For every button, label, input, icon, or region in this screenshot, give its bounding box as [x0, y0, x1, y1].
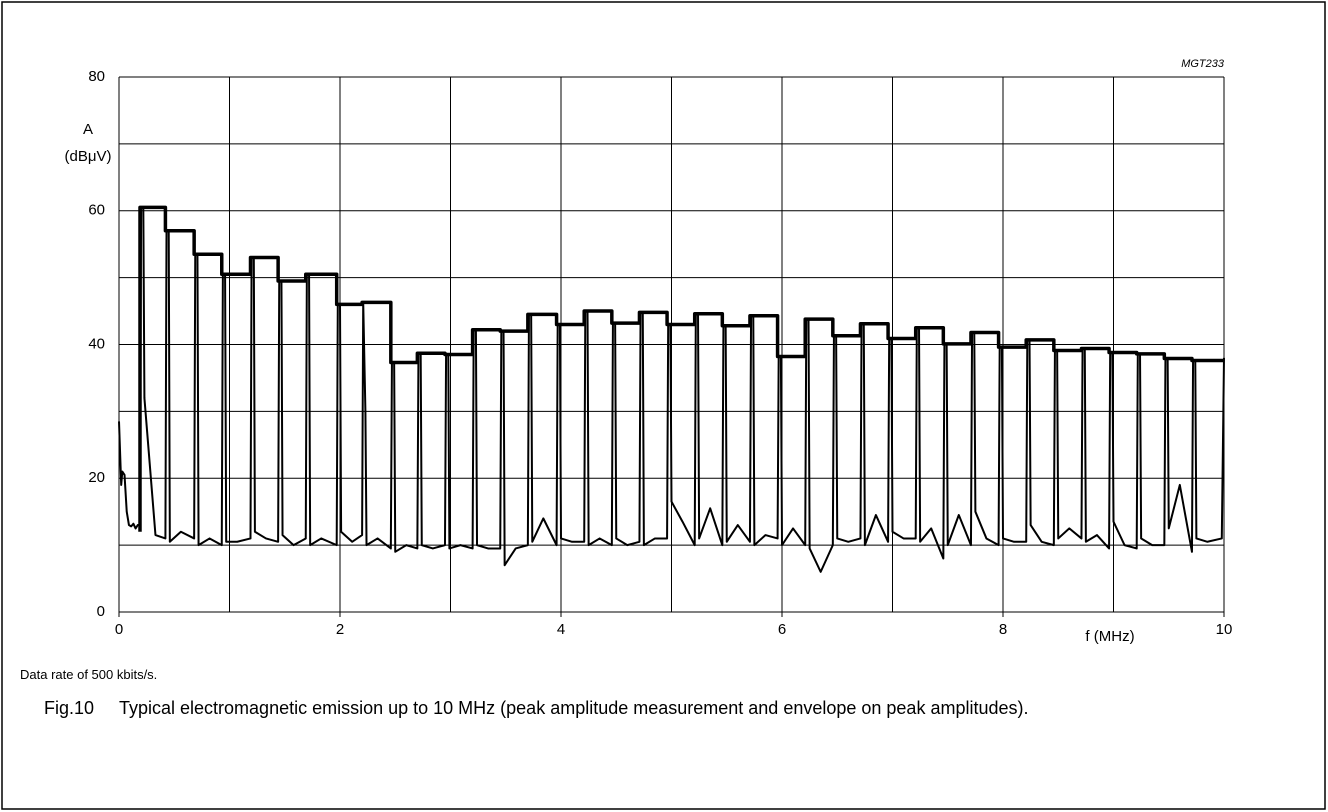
caption: Fig.10 Typical electromagnetic emission u…	[44, 694, 1328, 723]
y-axis-label: A	[83, 121, 93, 138]
y-tick-label: 20	[88, 469, 105, 486]
x-tick-label: 10	[1216, 621, 1233, 638]
y-tick-label: 80	[88, 68, 105, 85]
note: Data rate of 500 kbits/s.	[20, 667, 158, 682]
x-tick-label: 0	[115, 621, 123, 638]
y-tick-label: 60	[88, 202, 105, 219]
y-tick-label: 40	[88, 335, 105, 352]
y-tick-label: 0	[97, 603, 105, 620]
figure-label: Fig.10	[44, 698, 95, 718]
x-tick-label: 8	[999, 621, 1007, 638]
caption-text: Typical electromagnetic emission up to 1…	[119, 698, 1029, 718]
annotation: MGT233	[1181, 58, 1225, 70]
x-tick-label: 6	[778, 621, 786, 638]
x-tick-label: 2	[336, 621, 344, 638]
data-line	[138, 205, 1224, 532]
x-axis-label: f (MHz)	[1085, 628, 1134, 645]
y-axis-label: (dBμV)	[65, 148, 112, 165]
x-tick-label: 4	[557, 621, 565, 638]
